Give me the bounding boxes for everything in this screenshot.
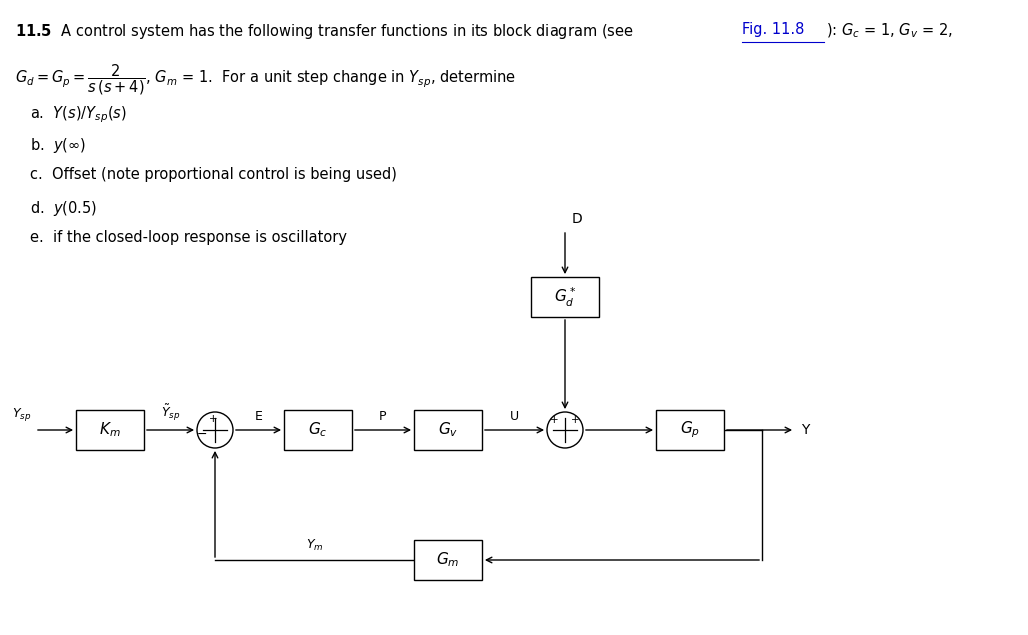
Text: $Y_m$: $Y_m$ <box>305 538 323 553</box>
Text: +: + <box>209 414 217 424</box>
Text: $K_m$: $K_m$ <box>99 420 121 439</box>
Text: $G_d = G_p = \dfrac{2}{s\,(s+4)}$, $G_m$ = 1.  For a unit step change in $Y_{sp}: $G_d = G_p = \dfrac{2}{s\,(s+4)}$, $G_m$… <box>15 62 516 97</box>
Text: U: U <box>510 410 519 423</box>
Text: ): $G_c$ = 1, $G_v$ = 2,: ): $G_c$ = 1, $G_v$ = 2, <box>827 22 953 41</box>
Text: e.  if the closed-loop response is oscillatory: e. if the closed-loop response is oscill… <box>30 230 347 245</box>
FancyBboxPatch shape <box>656 410 724 450</box>
Text: $\mathbf{11.5}$  A control system has the following transfer functions in its bl: $\mathbf{11.5}$ A control system has the… <box>15 22 634 41</box>
FancyBboxPatch shape <box>531 277 599 317</box>
Text: $G_d^*$: $G_d^*$ <box>554 285 576 309</box>
Text: +: + <box>550 415 558 425</box>
Text: P: P <box>379 410 387 423</box>
Circle shape <box>547 412 583 448</box>
Text: b.  $y(\infty)$: b. $y(\infty)$ <box>30 135 86 154</box>
Text: D: D <box>572 212 583 226</box>
FancyBboxPatch shape <box>414 410 482 450</box>
Text: $\tilde{Y}_{sp}$: $\tilde{Y}_{sp}$ <box>160 403 180 423</box>
Text: d.  $y(0.5)$: d. $y(0.5)$ <box>30 199 98 218</box>
Text: $G_m$: $G_m$ <box>436 551 460 570</box>
Text: +: + <box>571 415 579 425</box>
FancyBboxPatch shape <box>284 410 352 450</box>
FancyBboxPatch shape <box>76 410 144 450</box>
Text: Fig. 11.8: Fig. 11.8 <box>742 22 804 37</box>
Text: E: E <box>255 410 262 423</box>
Text: $G_c$: $G_c$ <box>308 420 328 439</box>
Text: $Y_{sp}$: $Y_{sp}$ <box>11 406 31 423</box>
Text: −: − <box>196 427 208 441</box>
Text: $G_v$: $G_v$ <box>438 420 458 439</box>
Circle shape <box>197 412 233 448</box>
Text: a.  $Y(s)/Y_{sp}(s)$: a. $Y(s)/Y_{sp}(s)$ <box>30 104 126 124</box>
Text: Y: Y <box>801 423 809 437</box>
Text: $G_p$: $G_p$ <box>680 420 700 440</box>
FancyBboxPatch shape <box>414 540 482 580</box>
Text: c.  Offset (note proportional control is being used): c. Offset (note proportional control is … <box>30 167 397 182</box>
